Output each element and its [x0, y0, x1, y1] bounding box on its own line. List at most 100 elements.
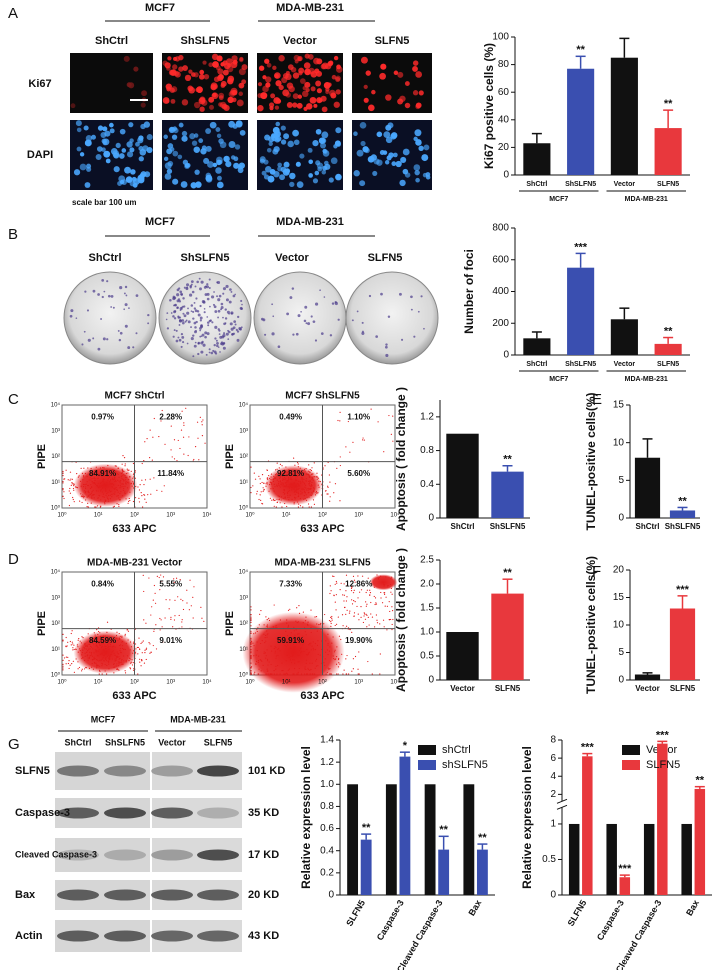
- y-tick-label: 15: [613, 592, 625, 603]
- flow-dot: [149, 643, 151, 645]
- flow-dot: [368, 624, 370, 626]
- cell-dot: [261, 170, 267, 176]
- flow-dot: [352, 441, 354, 443]
- colony-dot: [361, 321, 364, 324]
- flow-dot: [197, 437, 199, 439]
- flow-dot: [345, 600, 348, 602]
- cell-dot: [188, 86, 195, 94]
- flow-dot: [329, 496, 331, 498]
- flow-dot: [152, 599, 154, 601]
- colony-dot: [220, 302, 224, 306]
- flow-dot: [335, 609, 337, 611]
- cell-dot: [231, 97, 237, 103]
- cell-dot: [418, 90, 424, 96]
- flow-dot: [180, 598, 182, 600]
- culture-plate: [345, 271, 439, 365]
- cell-dot: [218, 95, 224, 101]
- panel-letters: A B C D E F G: [8, 5, 602, 753]
- column-label: Vector: [275, 252, 309, 264]
- y-tick-label: 15: [613, 400, 625, 411]
- flow-y-tick: 10³: [51, 428, 60, 434]
- colony-dot: [384, 345, 388, 349]
- blot-band: [57, 930, 99, 942]
- colony-dot: [228, 330, 231, 334]
- cell-dot: [365, 70, 371, 76]
- colony-dot: [103, 290, 106, 293]
- flow-dot: [356, 605, 358, 608]
- colony-dot: [215, 339, 218, 342]
- flow-dot: [173, 581, 175, 583]
- flow-y-tick: 10³: [239, 428, 248, 434]
- cell-dot: [321, 62, 329, 70]
- y-tick-label: 2.5: [420, 555, 434, 566]
- flow-y-label: PIPE: [224, 611, 236, 636]
- flow-dot: [196, 421, 199, 423]
- colony-dot: [166, 312, 169, 314]
- colony-dot: [194, 330, 197, 334]
- cell-dot: [164, 162, 172, 170]
- flow-dot: [337, 673, 339, 675]
- cell-dot: [166, 168, 173, 174]
- flow-dot: [143, 662, 146, 664]
- blot-band: [197, 765, 239, 777]
- cell-dot: [223, 155, 230, 163]
- colony-dot: [196, 280, 199, 284]
- flow-dot: [391, 593, 393, 595]
- flow-x-tick: 10³: [354, 513, 363, 519]
- flow-cluster: [264, 465, 323, 506]
- cell-dot: [238, 68, 246, 76]
- flow-dot: [181, 621, 183, 623]
- flow-dot: [143, 590, 145, 593]
- flow-x-tick: 10¹: [94, 513, 103, 519]
- cell-dot: [294, 59, 299, 64]
- colony-dot: [185, 287, 189, 291]
- colony-dot: [177, 336, 180, 339]
- cell-dot: [241, 79, 247, 85]
- flow-dot: [67, 662, 70, 665]
- flow-dot: [124, 465, 126, 467]
- flow-dot: [339, 411, 341, 413]
- cell-dot: [260, 92, 268, 100]
- significance: **: [503, 454, 512, 466]
- cell-dot: [264, 166, 272, 173]
- flow-dot: [352, 592, 355, 594]
- flow-dot: [145, 501, 147, 503]
- blot-band: [151, 849, 193, 861]
- colony-dot: [230, 290, 233, 293]
- colony-dot: [205, 353, 208, 356]
- flow-dot: [81, 501, 83, 504]
- colony-dot: [222, 333, 226, 338]
- flow-dot: [143, 459, 145, 462]
- colony-dot: [331, 302, 335, 305]
- cell-dot: [182, 65, 189, 71]
- panel-letter: G: [8, 736, 20, 753]
- colony-dot: [81, 343, 84, 346]
- flow-dot: [346, 609, 348, 611]
- flow-dot: [67, 641, 69, 643]
- flow-dot: [179, 579, 181, 581]
- flow-dot: [358, 651, 360, 653]
- flow-dot: [77, 639, 79, 641]
- flow-dot: [347, 420, 349, 423]
- colony-dot: [227, 338, 230, 341]
- x-tick-label: SLFN5: [495, 684, 521, 693]
- flow-dot: [254, 478, 257, 480]
- flow-dot: [164, 443, 166, 445]
- y-tick-label: 0: [428, 513, 434, 524]
- flow-dot: [124, 672, 127, 674]
- flow-dot: [159, 629, 161, 631]
- blot-band: [197, 889, 239, 901]
- colony-dot: [186, 283, 190, 287]
- colony-dot: [190, 283, 193, 286]
- cell-dot: [307, 147, 313, 153]
- colony-dot: [213, 343, 216, 347]
- colony-dot: [173, 296, 177, 300]
- flow-dot: [334, 483, 337, 485]
- flow-dot: [201, 424, 203, 426]
- cell-dot: [286, 82, 294, 89]
- colony-dot: [286, 312, 290, 316]
- flow-dot: [298, 605, 300, 607]
- cell-dot: [376, 131, 383, 138]
- cell-dot: [287, 64, 294, 70]
- colony-dot: [203, 308, 206, 310]
